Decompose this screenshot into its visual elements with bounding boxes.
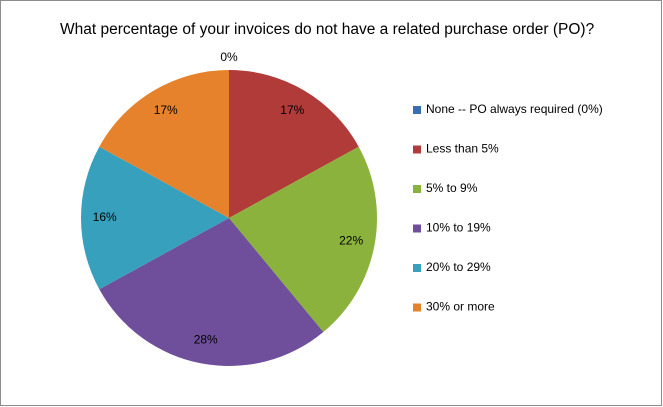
data-label: 0% xyxy=(220,50,238,64)
legend-label: 20% to 29% xyxy=(426,260,491,274)
legend-swatch xyxy=(413,145,421,154)
legend-swatch xyxy=(413,264,421,272)
legend-label: 10% to 19% xyxy=(426,221,491,235)
pie-slice xyxy=(99,218,324,366)
pie-slice xyxy=(80,146,229,290)
data-label: 16% xyxy=(93,210,117,224)
chart-title: What percentage of your invoices do not … xyxy=(60,21,595,38)
data-label: 17% xyxy=(154,103,178,117)
pie-slice xyxy=(229,146,377,333)
data-label: 22% xyxy=(339,233,363,247)
legend-label: Less than 5% xyxy=(426,142,499,156)
legend-swatch xyxy=(413,303,421,312)
pie-slice xyxy=(229,70,359,218)
data-label: 28% xyxy=(194,332,218,346)
legend-swatch xyxy=(413,224,421,233)
pie-slice xyxy=(99,70,229,218)
legend-label: None -- PO always required (0%) xyxy=(426,102,603,116)
legend-swatch xyxy=(413,185,421,193)
legend-label: 30% or more xyxy=(426,300,495,314)
legend-swatch xyxy=(413,106,421,114)
legend-label: 5% to 9% xyxy=(426,181,478,195)
data-label: 17% xyxy=(280,103,304,117)
